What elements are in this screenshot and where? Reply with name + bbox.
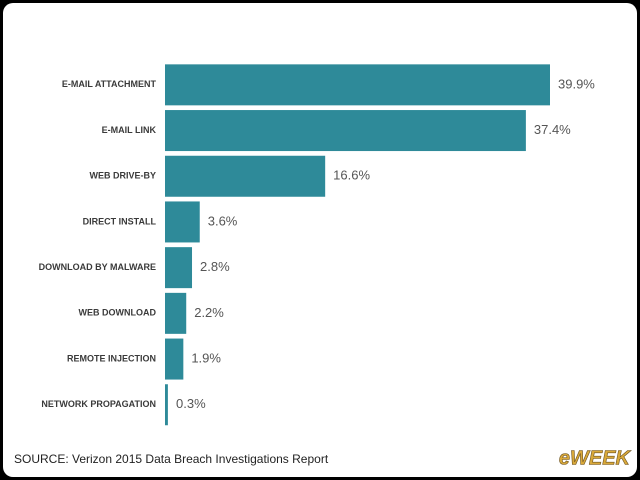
bar	[165, 201, 200, 243]
value-label: 2.8%	[200, 259, 230, 274]
value-label: 16.6%	[333, 168, 370, 183]
bar	[165, 338, 184, 380]
value-label: 37.4%	[534, 122, 571, 137]
category-label: WEB DRIVE-BY	[89, 171, 156, 181]
category-label: E-MAIL LINK	[102, 125, 157, 135]
category-label: E-MAIL ATTACHMENT	[62, 79, 157, 89]
value-label: 1.9%	[191, 350, 221, 365]
source: SOURCE: Verizon 2015 Data Breach Investi…	[14, 452, 329, 466]
frame: SOURCE: Verizon 2015 Data Breach Investi…	[3, 3, 637, 477]
value-label: 0.3%	[176, 396, 206, 411]
chart: SOURCE: Verizon 2015 Data Breach Investi…	[14, 64, 632, 470]
category-label: NETWORK PROPAGATION	[41, 399, 156, 409]
bar	[165, 292, 187, 334]
bar	[165, 64, 550, 106]
bar	[165, 384, 168, 426]
category-label: WEB DOWNLOAD	[79, 308, 157, 318]
value-label: 39.9%	[558, 76, 595, 91]
bar	[165, 155, 326, 197]
category-label: REMOTE INJECTION	[67, 353, 156, 363]
bar	[165, 110, 526, 152]
logo: eWEEK	[559, 447, 632, 469]
category-label: DOWNLOAD BY MALWARE	[39, 262, 156, 272]
value-label: 3.6%	[208, 213, 238, 228]
category-label: DIRECT INSTALL	[83, 216, 157, 226]
bar	[165, 247, 193, 289]
value-label: 2.2%	[194, 305, 224, 320]
